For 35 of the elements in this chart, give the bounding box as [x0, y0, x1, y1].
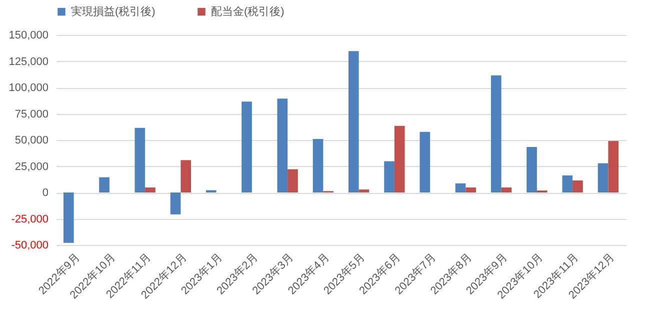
bar — [63, 192, 74, 243]
bar — [394, 126, 405, 192]
bar — [145, 187, 156, 192]
bar — [466, 187, 476, 192]
y-tick-label: 0 — [42, 187, 48, 199]
y-tick-label: 50,000 — [14, 134, 48, 146]
bar — [608, 141, 619, 192]
bar — [170, 192, 181, 214]
y-tick-label: 75,000 — [14, 108, 48, 120]
legend-label: 実現損益(税引後) — [71, 4, 156, 18]
legend-label: 配当金(税引後) — [211, 4, 284, 18]
bar — [180, 160, 192, 192]
y-tick-label: 25,000 — [14, 160, 48, 173]
bar — [99, 177, 110, 192]
bar — [420, 132, 430, 192]
bar — [562, 175, 573, 192]
bar — [572, 180, 583, 192]
bar — [490, 75, 502, 192]
y-tick-label: -50,000 — [11, 240, 48, 252]
bar — [526, 147, 537, 192]
bar — [358, 189, 370, 192]
bar — [312, 138, 324, 192]
bar — [501, 187, 512, 192]
bar — [348, 51, 359, 192]
bar — [598, 163, 608, 192]
bar — [455, 183, 466, 192]
y-tick-label: -25,000 — [11, 213, 48, 226]
bar — [288, 169, 298, 192]
bar — [277, 98, 288, 192]
bar — [384, 161, 394, 192]
bar — [134, 128, 146, 192]
bar — [242, 102, 252, 192]
y-tick-label: 150,000 — [8, 30, 48, 42]
y-tick-label: 125,000 — [8, 56, 48, 68]
y-tick-label: 100,000 — [8, 82, 48, 94]
